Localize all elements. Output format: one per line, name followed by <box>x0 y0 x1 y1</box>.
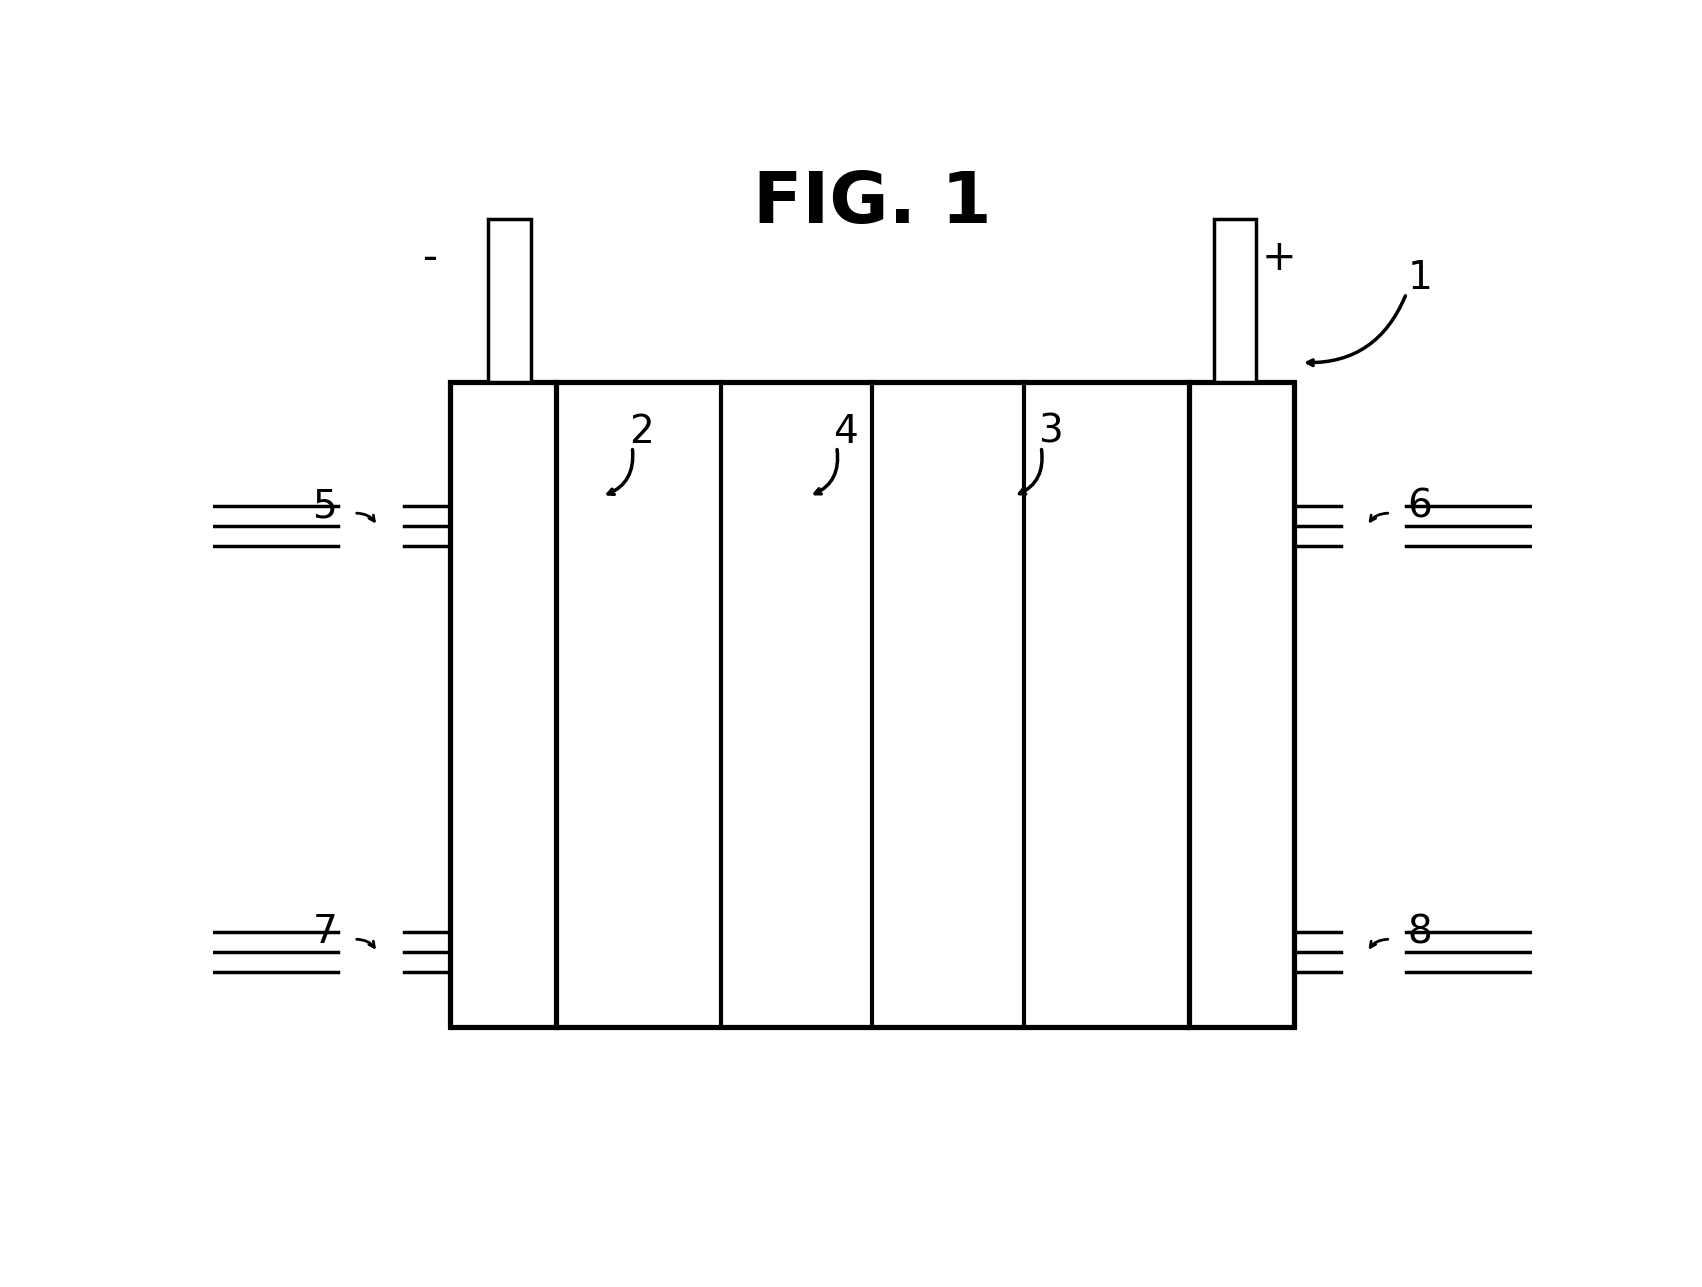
Text: +: + <box>1261 238 1295 279</box>
Text: 4: 4 <box>834 413 858 450</box>
Text: FIG. 1: FIG. 1 <box>752 170 992 238</box>
Text: 5: 5 <box>313 488 337 525</box>
Text: -: - <box>422 238 437 279</box>
Text: 2: 2 <box>630 413 654 450</box>
Bar <box>449 382 1294 1027</box>
Text: 7: 7 <box>313 914 337 951</box>
Text: 1: 1 <box>1408 259 1431 297</box>
Text: 8: 8 <box>1408 914 1431 951</box>
Bar <box>1214 219 1256 382</box>
Text: 3: 3 <box>1038 413 1062 450</box>
Text: 6: 6 <box>1408 488 1431 525</box>
Bar <box>488 219 531 382</box>
